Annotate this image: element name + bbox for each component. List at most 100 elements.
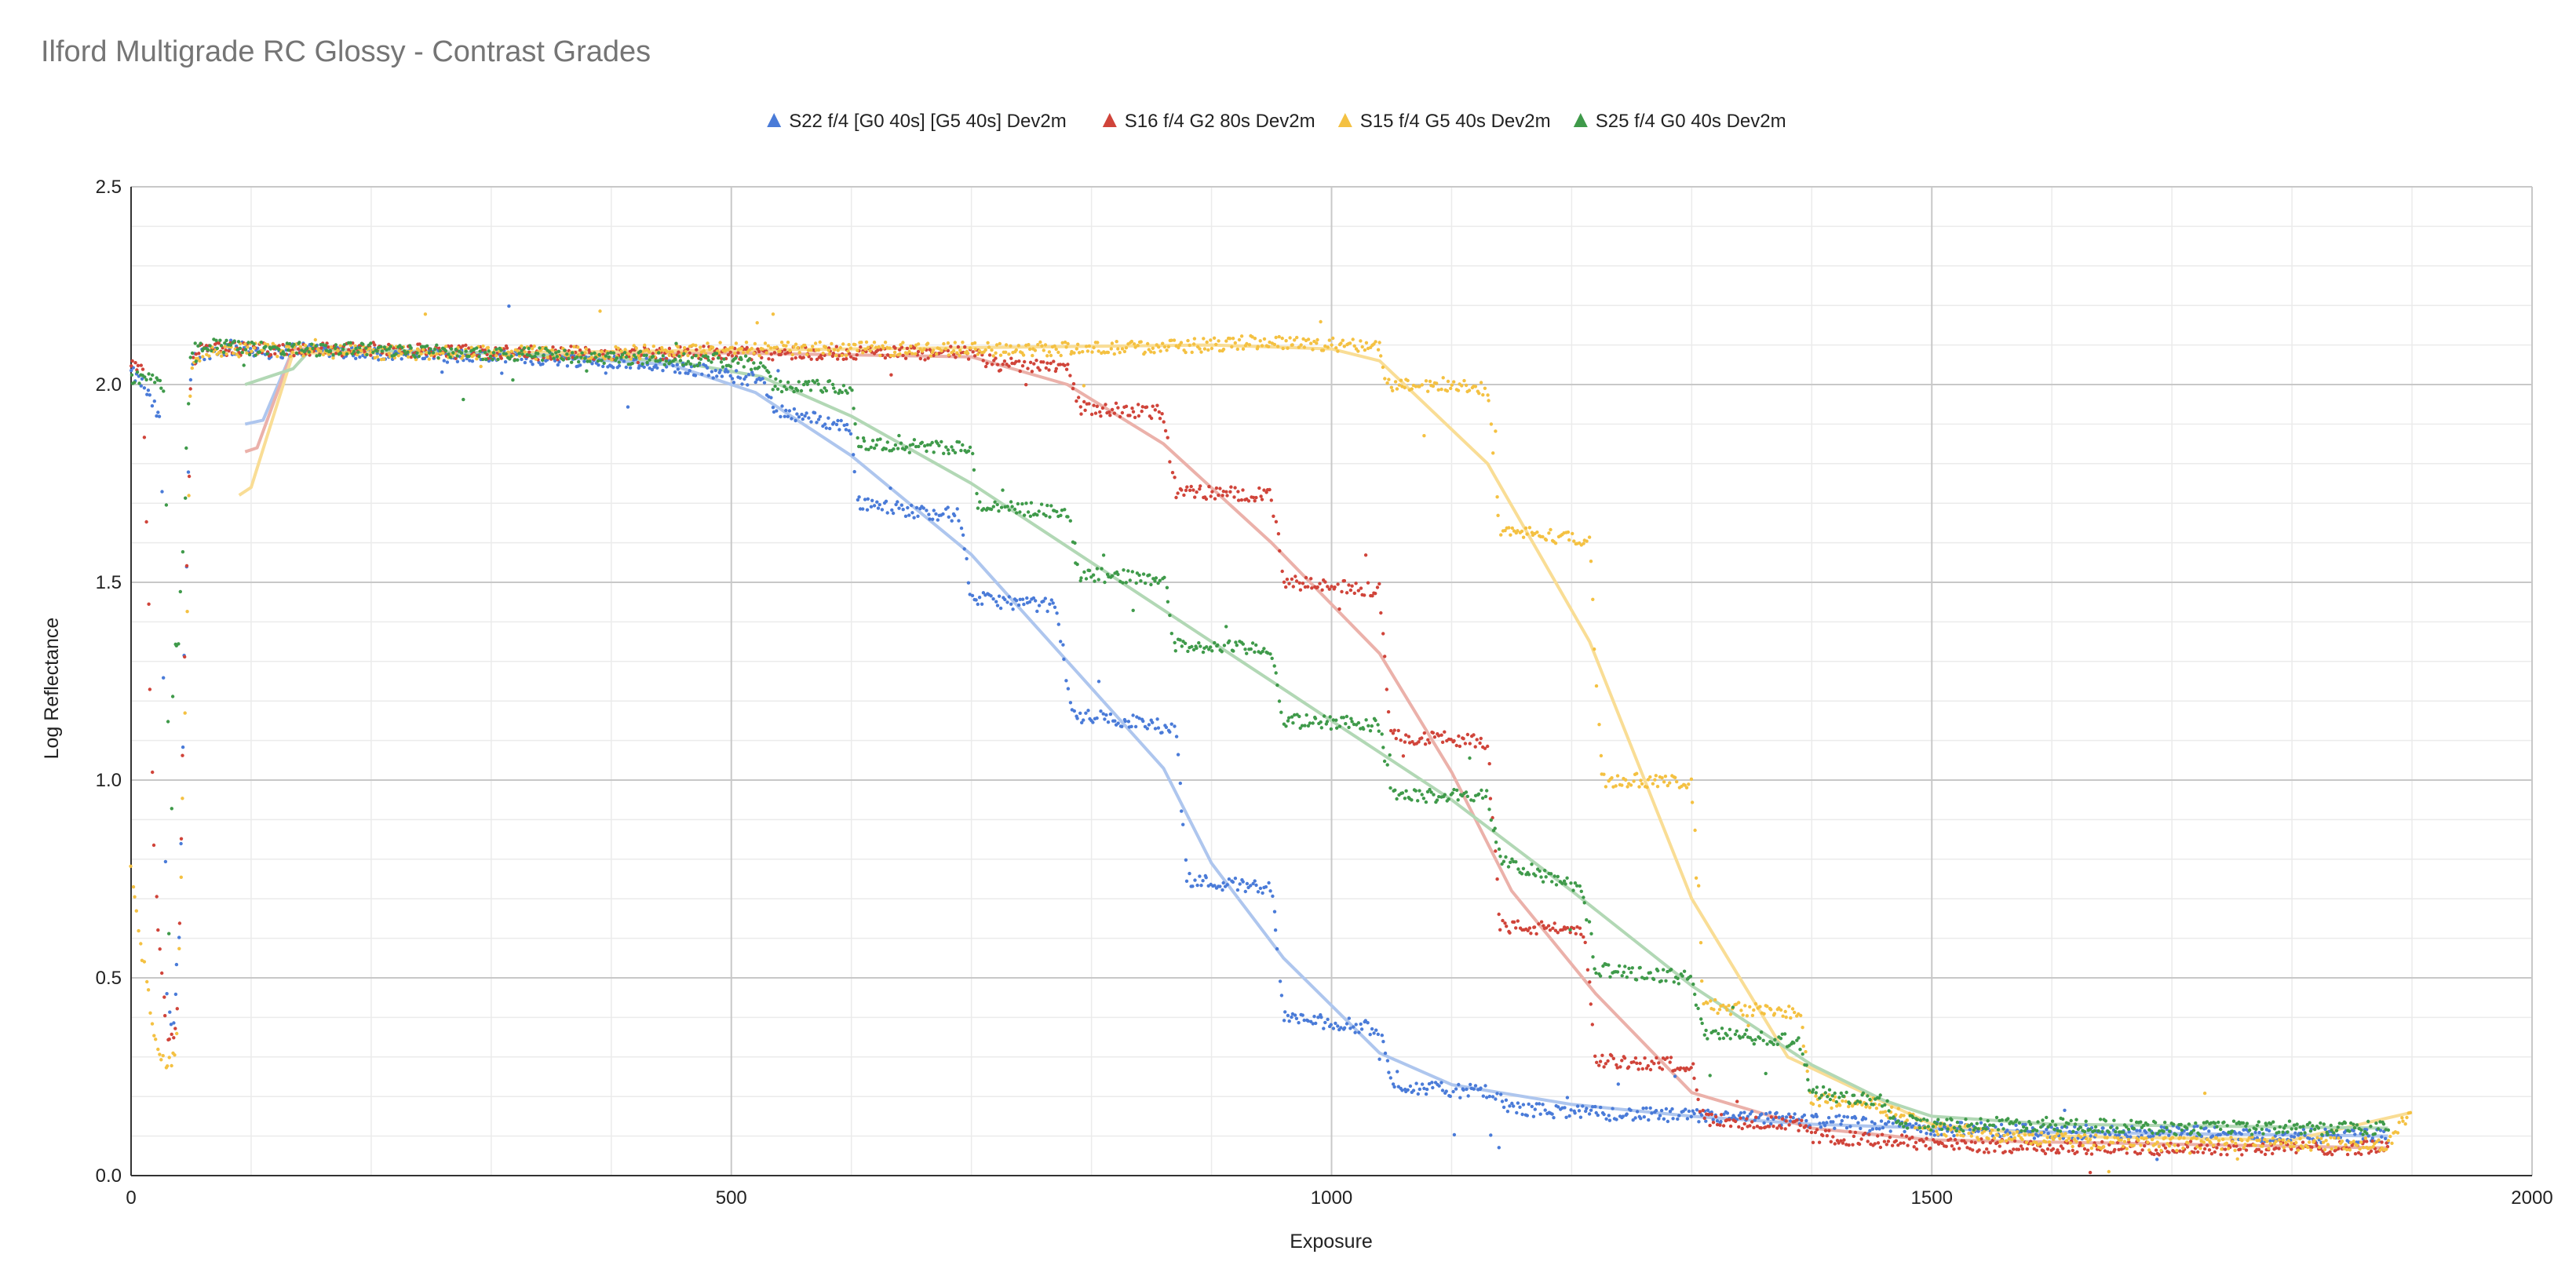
legend-item-1[interactable]: S22 f/4 [G0 40s] [G5 40s] Dev2m (767, 111, 1067, 132)
data-point (1382, 759, 1387, 764)
data-point (1995, 1140, 2000, 1145)
data-point (2356, 1150, 2361, 1155)
data-point (2365, 1132, 2369, 1136)
data-point (2199, 1143, 2203, 1147)
data-point (1193, 495, 1197, 499)
data-point (1479, 1086, 1483, 1090)
data-point (994, 356, 998, 360)
data-point (734, 341, 739, 345)
data-point (2257, 1147, 2261, 1152)
data-point (914, 444, 918, 449)
data-point (2205, 1120, 2209, 1124)
data-point (786, 351, 790, 355)
data-point (538, 346, 542, 350)
data-point (1779, 1126, 1783, 1130)
data-point (775, 345, 779, 349)
data-point (1116, 347, 1120, 351)
data-point (1385, 763, 1389, 767)
legend-item-3[interactable]: S15 f/4 G5 40s Dev2m (1337, 111, 1551, 132)
data-point (1500, 1099, 1505, 1103)
data-point (1225, 494, 1229, 498)
data-point (1784, 1119, 1788, 1123)
data-point (578, 348, 582, 352)
data-point (1184, 858, 1188, 862)
data-point (2119, 1138, 2123, 1142)
data-point (1388, 1076, 1393, 1080)
data-point (1456, 388, 1461, 392)
data-point (2298, 1125, 2302, 1129)
data-point (1929, 1128, 1933, 1132)
data-point (1183, 641, 1188, 645)
data-point (1669, 968, 1673, 972)
data-point (2397, 1121, 2401, 1125)
data-point (1993, 1149, 1997, 1153)
data-point (1771, 1125, 1775, 1129)
data-point (1677, 982, 1680, 986)
data-point (1727, 1004, 1731, 1008)
data-point (1657, 1117, 1661, 1121)
data-point (1391, 731, 1396, 735)
data-point (1380, 1034, 1385, 1037)
data-point (724, 367, 728, 371)
legend-item-2[interactable]: S16 f/4 G2 80s Dev2m (1102, 111, 1315, 132)
data-point (1232, 495, 1236, 499)
data-point (577, 359, 581, 364)
data-point (550, 348, 554, 352)
data-point (187, 474, 192, 479)
data-point (870, 498, 874, 502)
data-point (1368, 729, 1373, 733)
data-point (1925, 1132, 1928, 1136)
data-point (530, 355, 534, 359)
data-point (2174, 1132, 2178, 1137)
data-point (1313, 717, 1318, 720)
data-point (1416, 1092, 1421, 1096)
data-point (2388, 1134, 2392, 1139)
data-point (2345, 1152, 2350, 1157)
data-point (1366, 581, 1370, 585)
data-point (624, 355, 629, 359)
data-point (1787, 1112, 1791, 1116)
data-point (550, 352, 554, 356)
data-point (1690, 800, 1695, 804)
data-point (1950, 1144, 1954, 1148)
data-point (1272, 910, 1277, 913)
data-point (1110, 341, 1115, 345)
data-point (181, 745, 185, 749)
data-point (1952, 1125, 1957, 1130)
data-point (2165, 1125, 2169, 1130)
data-point (985, 361, 989, 366)
data-point (1055, 509, 1059, 514)
data-point (796, 388, 800, 392)
data-point (2017, 1133, 2021, 1138)
data-point (1863, 1117, 1868, 1121)
data-point (695, 363, 700, 368)
data-point (2361, 1132, 2365, 1136)
data-point (897, 433, 901, 438)
data-point (1668, 781, 1672, 785)
data-point (1370, 724, 1374, 728)
data-point (589, 356, 593, 359)
data-point (2141, 1124, 2146, 1128)
data-point (1233, 877, 1238, 881)
data-point (809, 357, 813, 361)
data-point (1650, 1059, 1654, 1063)
data-point (2308, 1136, 2311, 1141)
data-point (1852, 1093, 1856, 1097)
data-point (2150, 1137, 2155, 1142)
data-point (898, 352, 902, 356)
data-point (2290, 1134, 2293, 1139)
data-point (1975, 1121, 1979, 1125)
data-point (1140, 409, 1144, 414)
data-point (762, 381, 767, 385)
data-point (1462, 378, 1466, 383)
data-point (1306, 585, 1310, 589)
data-point (1755, 1125, 1760, 1129)
data-point (2390, 1141, 2394, 1146)
data-point (2188, 1151, 2192, 1155)
data-point (580, 351, 584, 355)
data-point (1873, 1121, 1877, 1126)
data-point (1857, 1142, 1862, 1147)
data-point (2332, 1131, 2336, 1135)
legend-item-4[interactable]: S25 f/4 G0 40s Dev2m (1573, 111, 1786, 132)
data-point (451, 351, 455, 355)
